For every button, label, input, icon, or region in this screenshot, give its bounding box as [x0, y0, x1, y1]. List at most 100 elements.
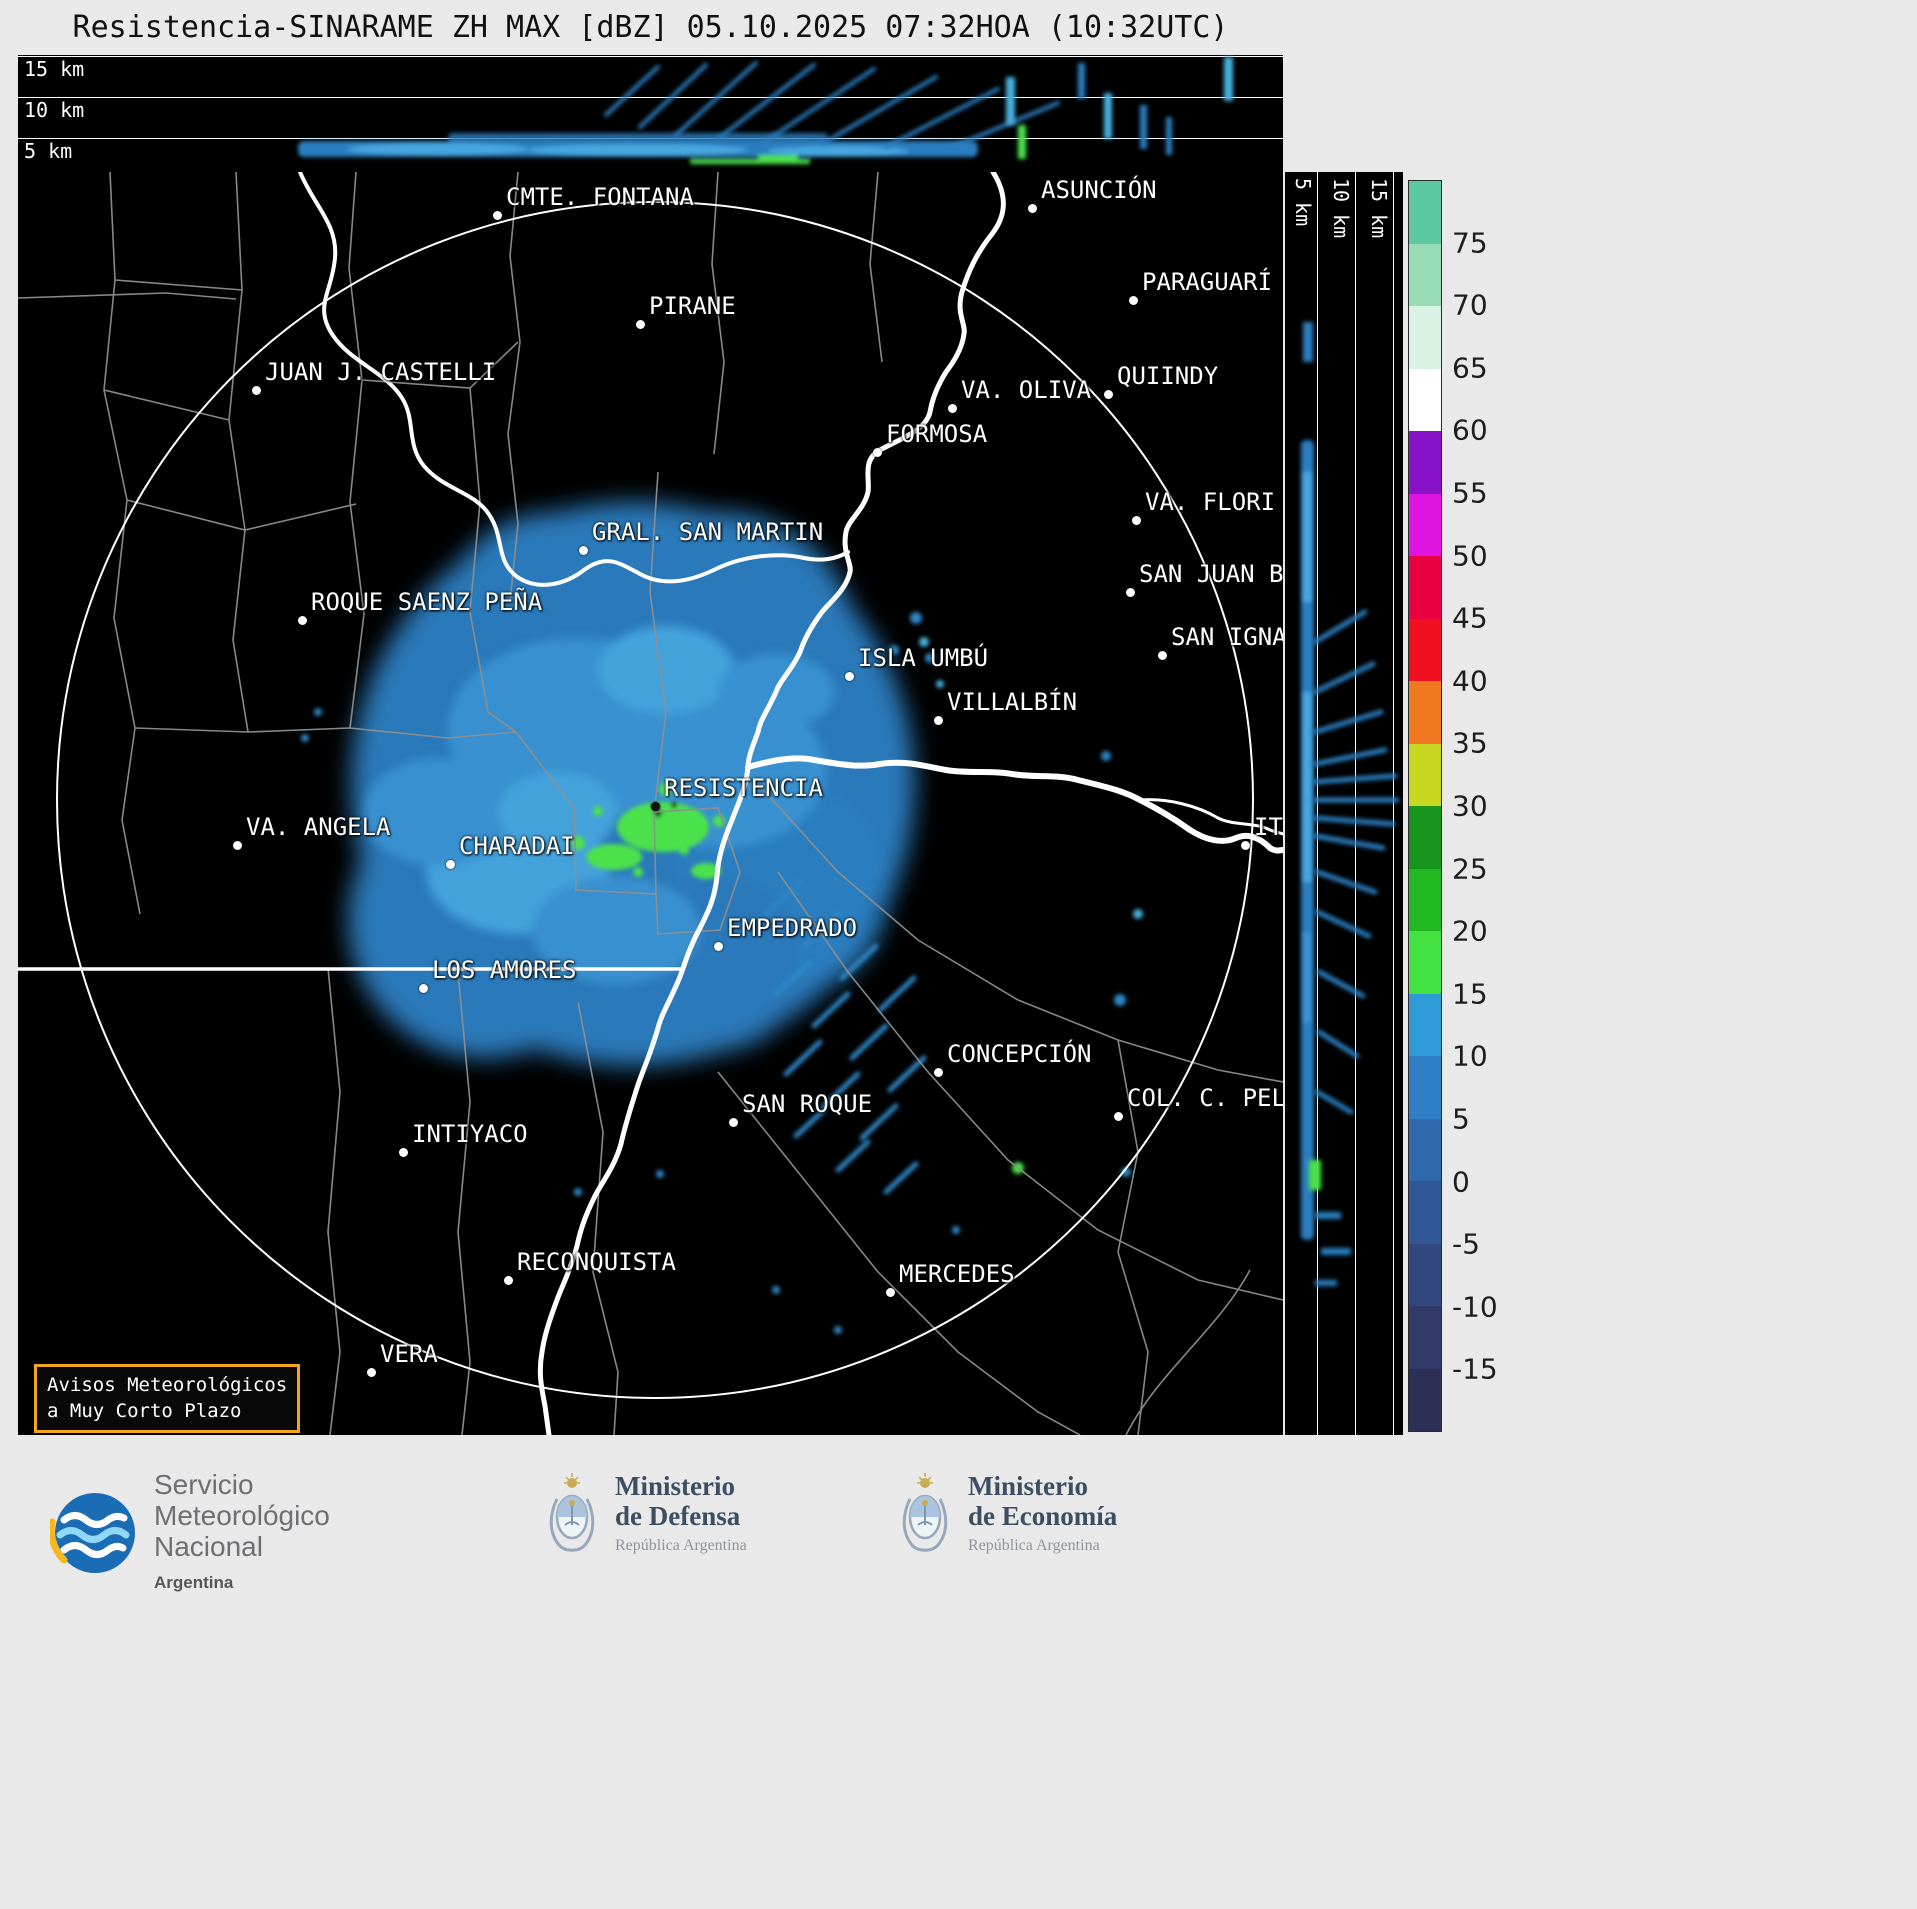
colorbar-tick: 15	[1452, 977, 1488, 1011]
side-cross-section-echoes	[1301, 322, 1400, 1286]
colorbar-segment	[1409, 1118, 1441, 1181]
echo-speckles	[301, 612, 1143, 1334]
city-dot	[298, 616, 307, 625]
city-dot	[636, 320, 645, 329]
city-dot	[714, 942, 723, 951]
city-label: PIRANE	[649, 292, 736, 320]
ministry-defensa-subtitle: República Argentina	[615, 1537, 747, 1554]
colorbar-segment	[1409, 993, 1441, 1056]
city-dot	[446, 860, 455, 869]
echo-green-core	[571, 782, 725, 879]
colorbar-segment	[1409, 743, 1441, 806]
city-label: IT	[1254, 813, 1283, 841]
smn-name-line1: Servicio	[154, 1469, 254, 1500]
city-label: RESISTENCIA	[664, 774, 823, 802]
dbz-colorbar-ticks: 75 70 65 60 55 50 45 40 35 30 25 20 15 10 5 0 -5 -10 -15	[1452, 180, 1552, 1432]
colorbar-tick: 50	[1452, 539, 1488, 573]
altitude-label-15km: 15 km	[24, 57, 85, 81]
dbz-colorbar	[1408, 180, 1442, 1432]
smn-wordmark: Servicio Meteorológico Nacional Argentin…	[154, 1469, 330, 1598]
smn-country: Argentina	[154, 1573, 234, 1592]
radar-echo-main	[301, 502, 1143, 1334]
colorbar-tick: 25	[1452, 852, 1488, 886]
colorbar-segment	[1409, 681, 1441, 744]
colorbar-segment	[1409, 181, 1441, 244]
echo-streaks-southeast	[763, 879, 927, 1195]
ministry-defensa-wordmark: Ministerio de Defensa República Argentin…	[615, 1471, 747, 1555]
colorbar-tick: 45	[1452, 601, 1488, 635]
city-label: FORMOSA	[886, 420, 988, 448]
city-label: VA. OLIVA	[961, 376, 1092, 404]
side-cross-section-panel: 5 km 10 km 15 km	[1285, 172, 1403, 1435]
city-label: SAN JUAN B	[1139, 560, 1283, 588]
colorbar-segment	[1409, 368, 1441, 431]
ministry-defensa-line2: de Defensa	[615, 1501, 741, 1531]
warnings-badge-line1: Avisos Meteorológicos	[47, 1374, 288, 1396]
altitude-line-5km-v	[1317, 172, 1318, 1435]
altitude-line-15km	[18, 56, 1283, 57]
smn-name-line2: Meteorológico	[154, 1500, 330, 1531]
colorbar-tick: 10	[1452, 1039, 1488, 1073]
colorbar-tick: 55	[1452, 476, 1488, 510]
colorbar-segment	[1409, 806, 1441, 869]
city-dot	[1132, 516, 1141, 525]
colorbar-segment	[1409, 931, 1441, 994]
rivers	[18, 172, 1283, 1435]
radar-map-graphic	[18, 172, 1283, 1435]
city-dot	[233, 841, 242, 850]
city-label: JUAN J. CASTELLI	[265, 358, 497, 386]
colorbar-segment	[1409, 243, 1441, 306]
city-dot	[1126, 588, 1135, 597]
top-cross-section-echoes	[298, 57, 1233, 164]
city-label: VA. FLORI	[1145, 488, 1276, 516]
city-label: RECONQUISTA	[517, 1248, 676, 1276]
city-label: SAN ROQUE	[742, 1090, 873, 1118]
smn-logo	[50, 1492, 135, 1573]
colorbar-segment	[1409, 1181, 1441, 1244]
colorbar-tick: -15	[1452, 1352, 1498, 1386]
city-dot	[845, 672, 854, 681]
colorbar-tick: -10	[1452, 1290, 1498, 1324]
colorbar-segment	[1409, 1306, 1441, 1369]
city-dot	[934, 1068, 943, 1077]
range-ring	[56, 201, 1254, 1399]
colorbar-segment	[1409, 493, 1441, 556]
city-dot	[579, 546, 588, 555]
radar-map-panel: CMTE. FONTANA ASUNCIÓN PIRANE PARAGUARÍ JUAN…	[18, 172, 1283, 1435]
city-label: ASUNCIÓN	[1041, 176, 1157, 204]
ministry-defensa-branding: Ministerio de Defensa República Argentin…	[545, 1471, 747, 1555]
city-label: INTIYACO	[412, 1120, 528, 1148]
city-dot	[729, 1118, 738, 1127]
warnings-badge-line2: a Muy Corto Plazo	[47, 1399, 242, 1422]
city-dot	[419, 984, 428, 993]
colorbar-tick: -5	[1452, 1227, 1480, 1261]
top-cross-section-panel: 15 km 10 km 5 km	[18, 55, 1283, 172]
smn-branding: Servicio Meteorológico Nacional Argentin…	[50, 1469, 330, 1598]
city-dot	[1114, 1112, 1123, 1121]
city-label: CMTE. FONTANA	[506, 183, 694, 211]
altitude-line-10km	[18, 97, 1283, 98]
city-label: MERCEDES	[899, 1260, 1015, 1288]
colorbar-segment	[1409, 1056, 1441, 1119]
city-dot	[651, 802, 660, 811]
altitude-line-10km-v	[1355, 172, 1356, 1435]
altitude-label-5km: 5 km	[24, 139, 73, 163]
city-label: ROQUE SAENZ PEÑA	[311, 588, 543, 616]
city-label: COL. C. PEL	[1127, 1084, 1283, 1112]
colorbar-tick: 30	[1452, 789, 1488, 823]
city-label: SAN IGNA	[1171, 623, 1283, 651]
page-title: Resistencia-SINARAME ZH MAX [dBZ] 05.10.…	[72, 10, 1229, 45]
altitude-label-5km-v: 5 km	[1291, 178, 1315, 227]
ministry-economia-branding: Ministerio de Economía República Argenti…	[898, 1471, 1117, 1555]
city-label: CHARADAI	[459, 832, 575, 860]
city-label: EMPEDRADO	[727, 914, 858, 942]
city-dot	[1028, 204, 1037, 213]
city-dot	[934, 716, 943, 725]
altitude-line-15km-v	[1393, 172, 1394, 1435]
colorbar-segment	[1409, 618, 1441, 681]
colorbar-segment	[1409, 431, 1441, 494]
city-label: CONCEPCIÓN	[947, 1040, 1092, 1068]
city-label: VA. ANGELA	[246, 813, 391, 841]
warnings-badge[interactable]: Avisos Meteorológicos a Muy Corto Plazo	[34, 1364, 301, 1434]
city-dot	[1158, 651, 1167, 660]
